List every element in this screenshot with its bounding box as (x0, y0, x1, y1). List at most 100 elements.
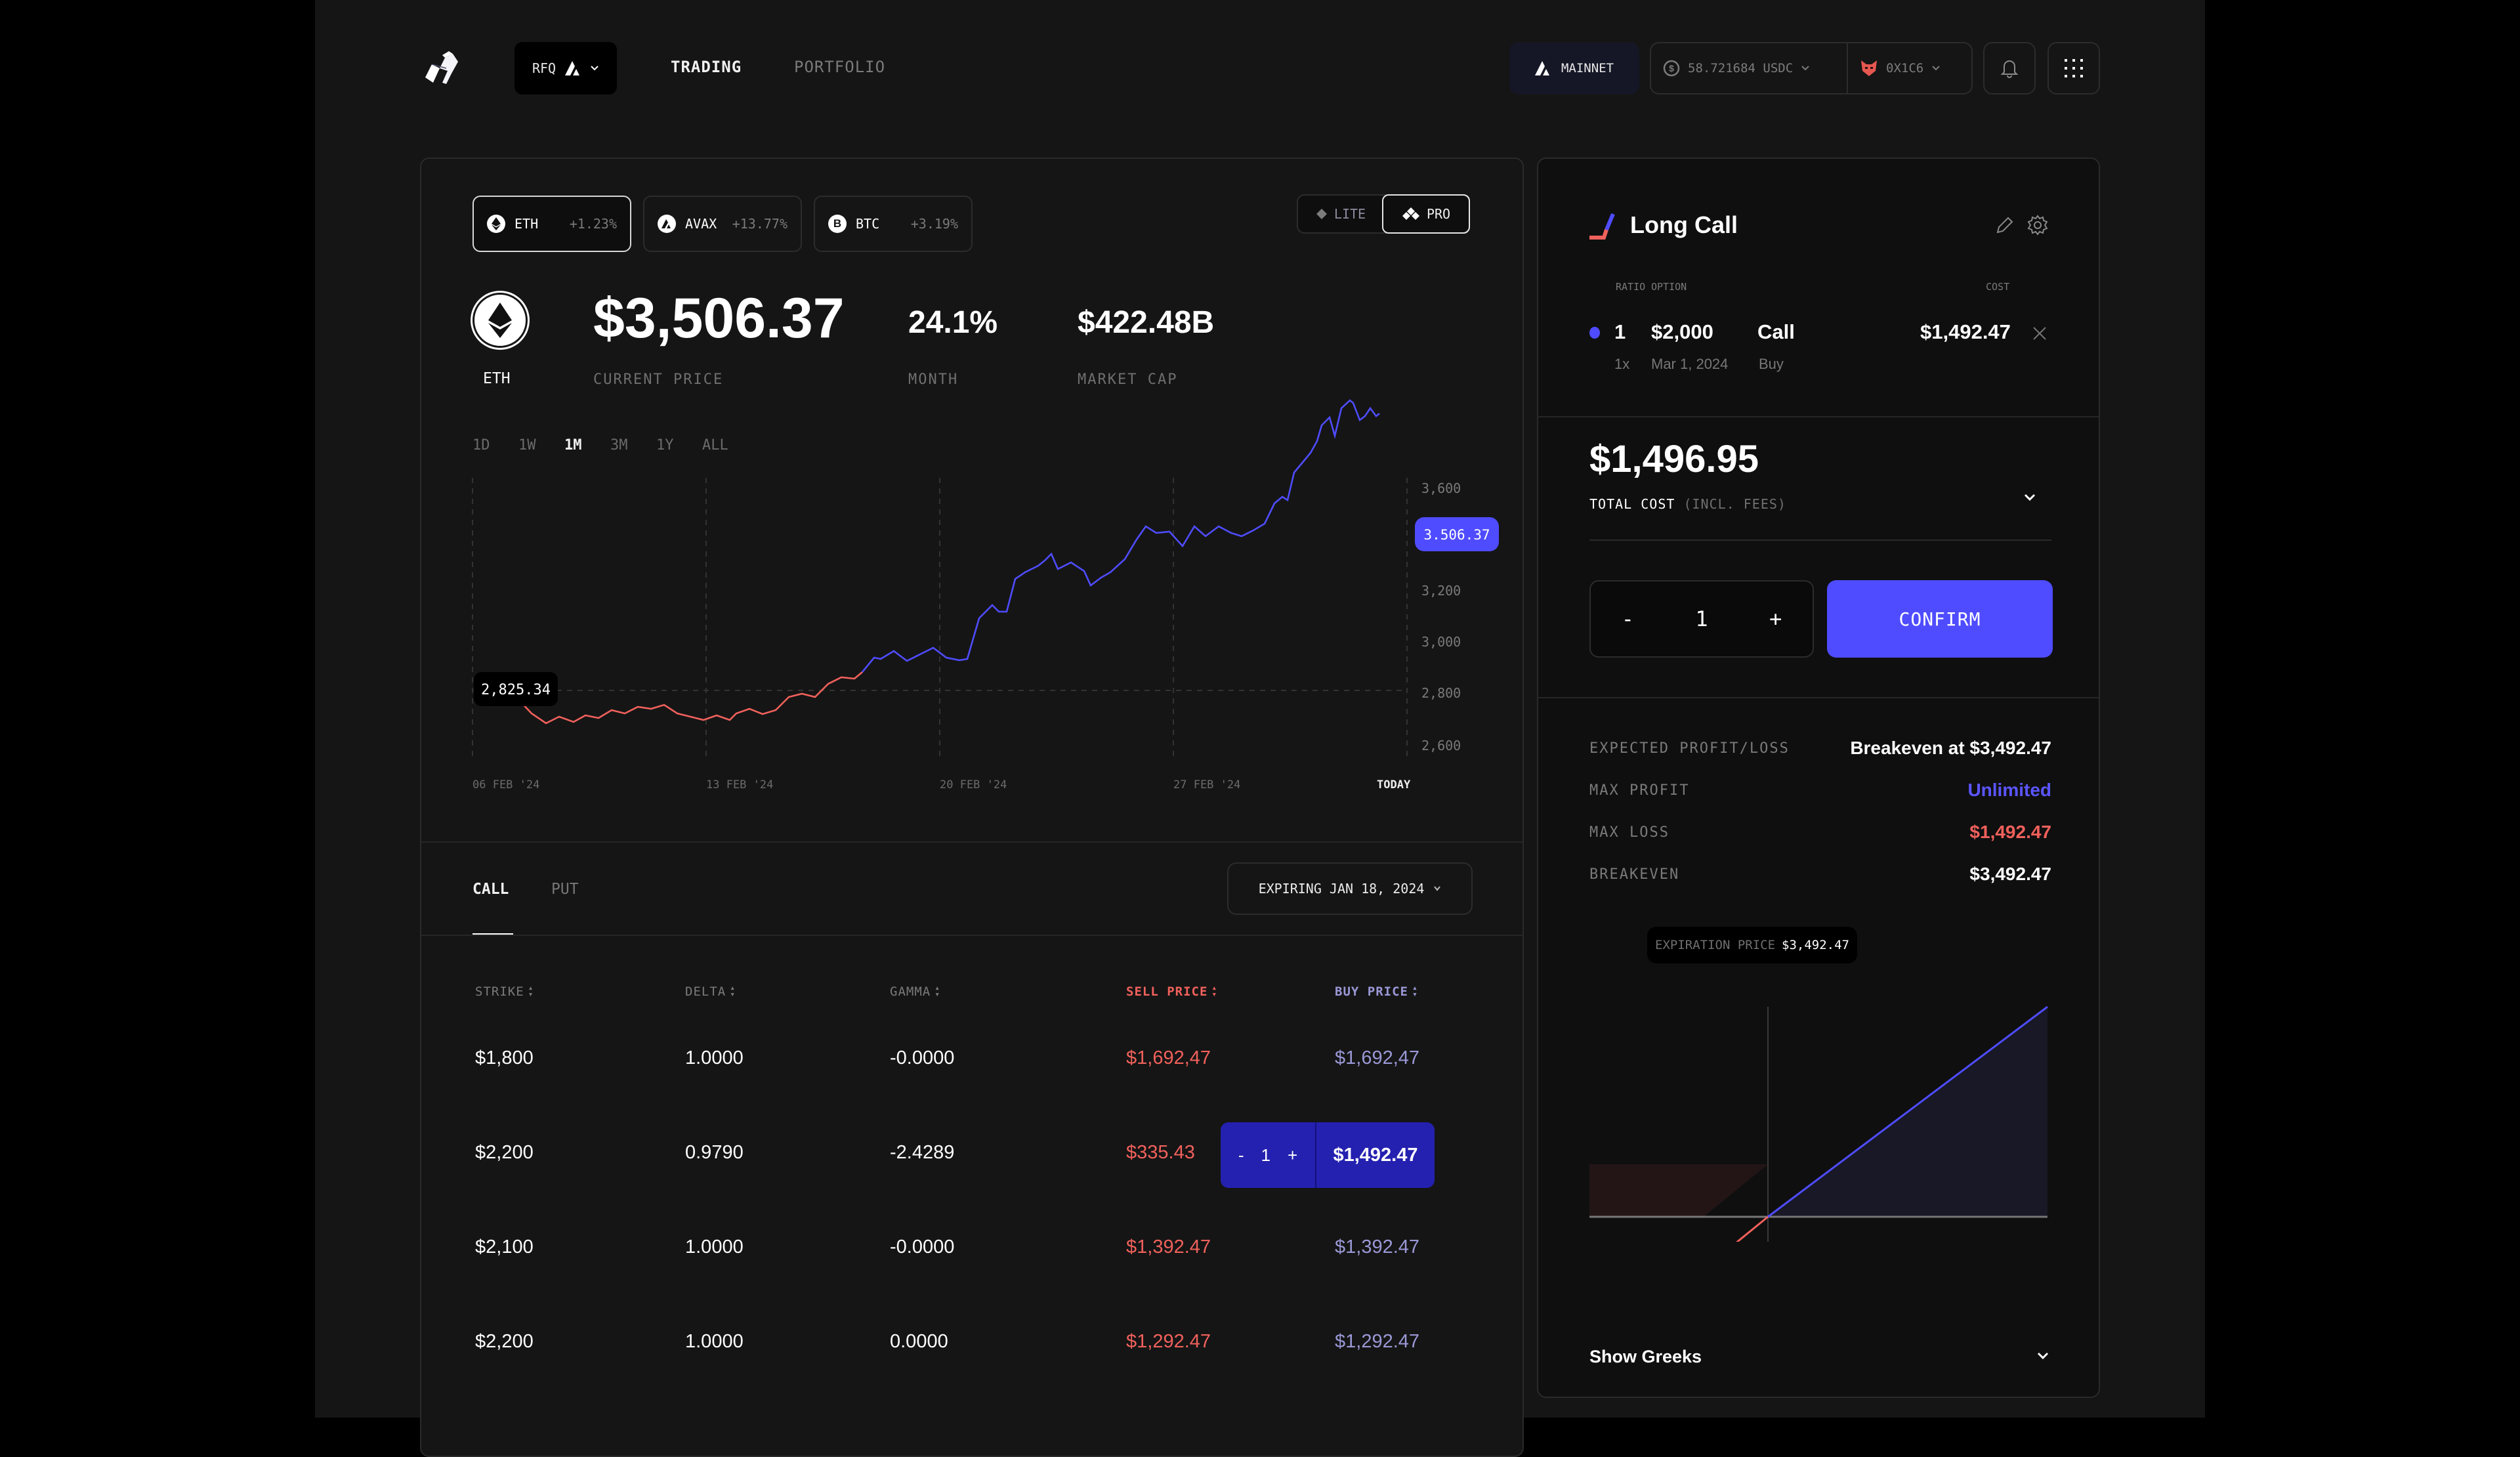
cell-strike: $2,200 (475, 1331, 534, 1352)
grid-dots-icon (2065, 59, 2083, 77)
asset-change: +3.19% (910, 216, 958, 232)
sort-icon: ▴ ▾ (1412, 983, 1418, 1000)
cell-gamma: 0.0000 (890, 1331, 948, 1352)
column-strike[interactable]: STRIKE ▴ ▾ (475, 984, 534, 999)
expiry-dropdown[interactable]: EXPIRING JAN 18, 2024 (1227, 862, 1473, 915)
view-mode-toggle: LITE PRO (1297, 194, 1470, 234)
fees-expand-chevron-icon[interactable] (2023, 492, 2037, 503)
settings-gear-icon[interactable] (2026, 214, 2049, 236)
chevron-down-icon (591, 66, 598, 71)
total-cost-value: $1,496.95 (1589, 438, 1759, 480)
eth-icon (487, 215, 505, 233)
row-buy-button[interactable]: $1,492.47 (1333, 1144, 1418, 1166)
cell-buy-price[interactable]: $1,692,47 (1335, 1047, 1420, 1068)
row-quantity-value[interactable]: 1 (1261, 1145, 1270, 1165)
quantity-value[interactable]: 1 (1695, 606, 1708, 631)
range-1w[interactable]: 1W (518, 437, 536, 454)
column-buy-price[interactable]: BUY PRICE ▴ ▾ (1335, 984, 1418, 999)
mode-lite[interactable]: LITE (1298, 196, 1383, 232)
nav-trading[interactable]: TRADING (671, 58, 742, 76)
asset-tab-avax[interactable]: AVAX +13.77% (643, 196, 802, 252)
range-1m[interactable]: 1M (564, 437, 582, 454)
column-label: STRIKE (475, 984, 524, 999)
apps-menu-button[interactable] (2048, 42, 2100, 95)
product-selector[interactable]: RFQ (514, 42, 617, 95)
sort-icon: ▴ ▾ (730, 983, 736, 1000)
cell-strike: $2,200 (475, 1142, 534, 1163)
leg-column-option: OPTION (1651, 281, 1687, 293)
column-label: BUY PRICE (1335, 984, 1408, 999)
range-1y[interactable]: 1Y (656, 437, 674, 454)
leg-ratio: 1 (1614, 320, 1626, 343)
cell-buy-price[interactable]: $1,392.47 (1335, 1236, 1420, 1257)
metric-label: EXPECTED PROFIT/LOSS (1589, 740, 1790, 757)
price-chart[interactable]: 2,825.34 3.506.37 (421, 159, 1524, 815)
cell-sell-price[interactable]: $335.43 (1126, 1142, 1195, 1163)
leg-ratio-sub: 1x (1614, 356, 1630, 372)
logo-icon (425, 51, 458, 84)
nav-portfolio[interactable]: PORTFOLIO (794, 58, 886, 76)
app-logo[interactable] (420, 49, 462, 88)
cell-gamma: -0.0000 (890, 1047, 955, 1068)
tooltip-value: $3,492.47 (1782, 938, 1849, 952)
cell-gamma: -0.0000 (890, 1236, 955, 1257)
row-decrement-button[interactable]: - (1238, 1145, 1244, 1165)
expiration-price-tooltip: EXPIRATION PRICE $3,492.47 (1647, 927, 1857, 963)
balance-dropdown[interactable]: $ 58.721684 USDC (1651, 43, 1848, 93)
remove-leg-x-icon[interactable] (2032, 326, 2048, 341)
notifications-button[interactable] (1983, 42, 2036, 95)
tab-call[interactable]: CALL (472, 881, 509, 898)
tooltip-label: EXPIRATION PRICE (1655, 938, 1776, 952)
eth-large-icon (472, 293, 528, 348)
greeks-expand-chevron-icon[interactable] (2036, 1351, 2050, 1361)
usdc-icon: $ (1663, 60, 1680, 77)
asset-tab-eth[interactable]: ETH +1.23% (472, 196, 631, 252)
mode-pro[interactable]: PRO (1382, 194, 1470, 234)
metric-breakeven: BREAKEVEN $3,492.47 (1589, 864, 2051, 885)
avax-icon (658, 215, 676, 233)
section-divider (421, 841, 1522, 843)
mode-lite-label: LITE (1334, 206, 1366, 222)
edit-pencil-icon[interactable] (1995, 215, 2015, 235)
increment-button[interactable]: + (1769, 606, 1782, 631)
cell-sell-price[interactable]: $1,292.47 (1126, 1331, 1211, 1352)
x-tick: 13 FEB '24 (706, 778, 774, 792)
market-cap: $422.48B (1078, 305, 1215, 340)
sort-icon: ▴ ▾ (1211, 983, 1218, 1000)
show-greeks-toggle[interactable]: Show Greeks (1589, 1347, 1702, 1366)
x-tick: 27 FEB '24 (1173, 778, 1241, 792)
leg-cost: $1,492.47 (1920, 320, 2011, 343)
tabs-divider (421, 935, 1522, 936)
payoff-chart[interactable] (1588, 979, 2054, 1242)
asset-symbol: AVAX (685, 216, 717, 232)
strategy-title: Long Call (1630, 211, 1738, 238)
cell-buy-price[interactable]: $1,292.47 (1335, 1331, 1420, 1352)
asset-symbol: BTC (856, 216, 880, 232)
row-increment-button[interactable]: + (1287, 1145, 1298, 1165)
asset-tab-btc[interactable]: B BTC +3.19% (814, 196, 973, 252)
leg-type: Call (1757, 320, 1795, 343)
diamonds-icon (1402, 207, 1419, 220)
cell-sell-price[interactable]: $1,692,47 (1126, 1047, 1211, 1068)
mode-pro-label: PRO (1426, 206, 1451, 222)
cell-sell-price[interactable]: $1,392.47 (1126, 1236, 1211, 1257)
column-delta[interactable]: DELTA ▴ ▾ (685, 984, 736, 999)
expiry-label: EXPIRING JAN 18, 2024 (1258, 881, 1425, 897)
range-3m[interactable]: 3M (610, 437, 628, 454)
metric-label: BREAKEVEN (1589, 866, 1680, 883)
account-dropdown[interactable]: 0X1C6 (1848, 43, 1952, 93)
range-all[interactable]: ALL (702, 437, 728, 454)
decrement-button[interactable]: - (1621, 606, 1634, 631)
range-1d[interactable]: 1D (472, 437, 490, 454)
tab-put[interactable]: PUT (551, 881, 579, 898)
balance-value: 58.721684 USDC (1688, 61, 1794, 75)
divider (1538, 697, 2099, 698)
y-tick: 2,800 (1421, 685, 1461, 701)
column-gamma[interactable]: GAMMA ▴ ▾ (890, 984, 940, 999)
order-panel: Long Call RATIO OPTION COST 1 1x $2,000 … (1537, 158, 2100, 1398)
chevron-down-icon (1801, 66, 1809, 71)
confirm-button[interactable]: CONFIRM (1827, 580, 2053, 658)
column-sell-price[interactable]: SELL PRICE ▴ ▾ (1126, 984, 1217, 999)
network-selector[interactable]: MAINNET (1509, 42, 1639, 95)
metric-value: Breakeven at $3,492.47 (1850, 738, 2051, 758)
